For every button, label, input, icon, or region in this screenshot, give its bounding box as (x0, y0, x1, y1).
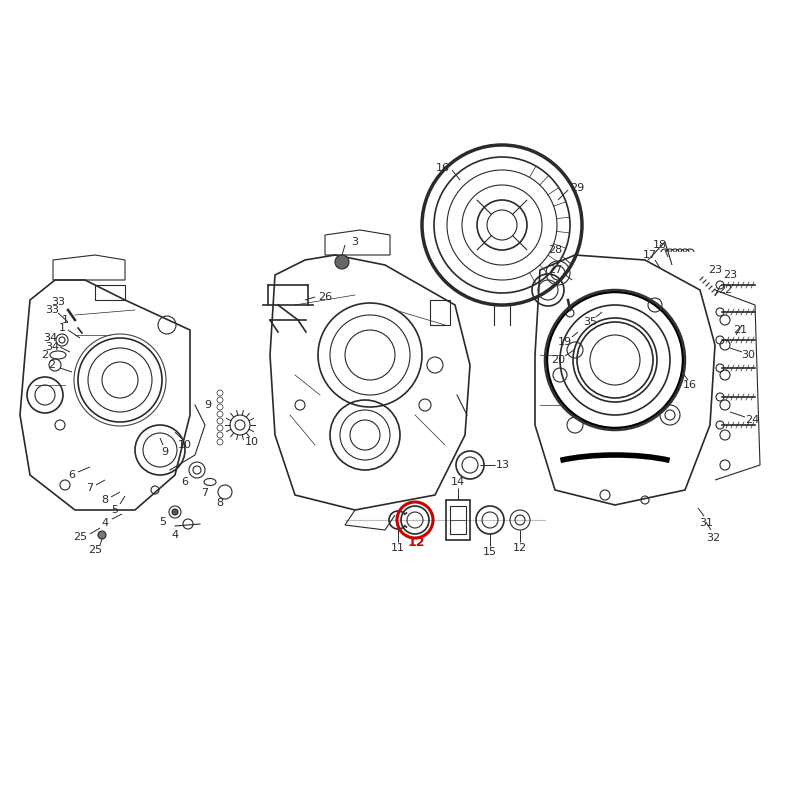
Text: 9: 9 (205, 400, 211, 410)
Text: 25: 25 (88, 545, 102, 555)
Text: 33: 33 (45, 305, 59, 315)
Text: 19: 19 (558, 337, 572, 347)
Text: 32: 32 (706, 533, 720, 543)
Text: 24: 24 (745, 415, 759, 425)
Text: 12: 12 (513, 543, 527, 553)
Text: 5: 5 (159, 517, 166, 527)
Text: 31: 31 (699, 518, 713, 528)
Bar (450, 506, 466, 534)
Text: 9: 9 (162, 447, 169, 457)
Bar (430, 300, 450, 325)
Text: 11: 11 (391, 543, 405, 553)
Text: 26: 26 (318, 292, 332, 302)
Text: 1: 1 (62, 315, 69, 325)
Text: 23: 23 (708, 265, 722, 275)
Text: 5: 5 (111, 505, 118, 515)
Text: 28: 28 (548, 245, 562, 255)
Circle shape (172, 509, 178, 515)
Text: 34: 34 (43, 333, 57, 343)
Text: 33: 33 (51, 297, 65, 307)
Text: 21: 21 (733, 325, 747, 335)
Text: 35: 35 (583, 317, 597, 327)
Circle shape (98, 531, 106, 539)
Text: 7: 7 (86, 483, 94, 493)
Text: 29: 29 (570, 183, 584, 193)
Text: 27: 27 (548, 265, 562, 275)
Text: 16: 16 (683, 380, 697, 390)
Text: 25: 25 (73, 532, 87, 542)
Text: 34: 34 (45, 342, 59, 352)
Text: 3: 3 (351, 237, 358, 247)
Text: 17: 17 (643, 250, 657, 260)
Text: 2: 2 (49, 360, 55, 370)
Text: 10: 10 (178, 440, 192, 450)
Text: 18: 18 (653, 240, 667, 250)
Text: 4: 4 (171, 530, 178, 540)
Text: 2: 2 (42, 350, 49, 360)
Text: 1: 1 (58, 323, 66, 333)
Text: 8: 8 (217, 498, 223, 508)
Bar (446, 500, 470, 540)
Text: 6: 6 (182, 477, 189, 487)
Text: 23: 23 (723, 270, 737, 280)
Text: 22: 22 (718, 285, 732, 295)
Text: 10: 10 (245, 437, 259, 447)
Text: 15: 15 (483, 547, 497, 557)
Text: 16: 16 (436, 163, 450, 173)
Text: 7: 7 (202, 488, 209, 498)
Text: 20: 20 (551, 355, 565, 365)
Text: 14: 14 (451, 477, 465, 487)
Bar (95, 285, 125, 300)
Text: 30: 30 (741, 350, 755, 360)
Text: 6: 6 (69, 470, 75, 480)
Circle shape (335, 255, 349, 269)
Text: 8: 8 (102, 495, 109, 505)
Text: 12: 12 (407, 535, 425, 549)
Text: 4: 4 (102, 518, 109, 528)
Text: 13: 13 (496, 460, 510, 470)
